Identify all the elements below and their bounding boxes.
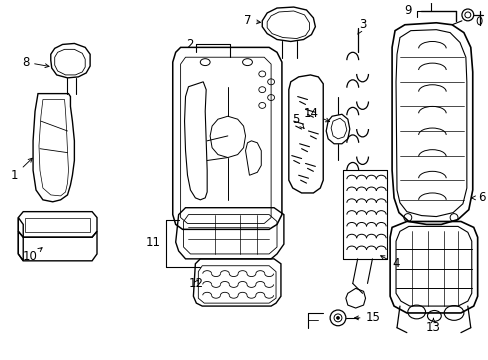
Text: 11: 11: [145, 236, 161, 249]
Text: 12: 12: [188, 277, 203, 290]
Text: 4: 4: [380, 256, 399, 270]
Text: 15: 15: [354, 311, 380, 324]
Text: 6: 6: [470, 192, 484, 204]
Text: 3: 3: [357, 18, 366, 34]
Text: 2: 2: [185, 38, 193, 51]
Text: 1: 1: [11, 158, 32, 182]
Text: 9: 9: [404, 4, 411, 18]
Text: 14: 14: [303, 107, 329, 122]
Ellipse shape: [336, 316, 339, 319]
Text: 7: 7: [244, 14, 260, 27]
Text: 10: 10: [23, 248, 42, 264]
Text: 5: 5: [291, 113, 304, 129]
Text: 13: 13: [425, 318, 440, 334]
Text: 8: 8: [21, 56, 49, 69]
